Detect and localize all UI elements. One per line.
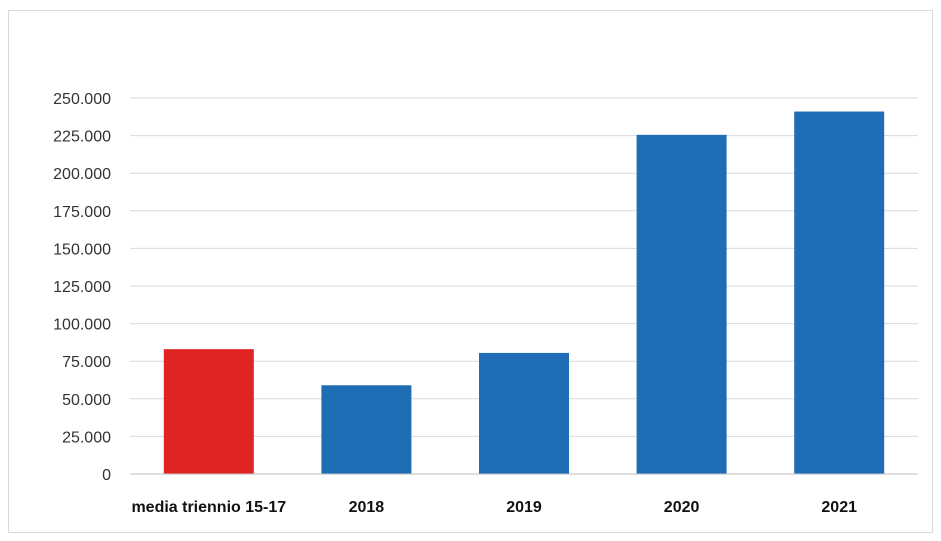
y-tick-label: 250.000 xyxy=(53,91,111,108)
y-tick-label: 0 xyxy=(102,467,111,484)
y-tick-label: 50.000 xyxy=(62,392,111,409)
x-category-label: 2018 xyxy=(349,499,385,516)
x-category-label: 2019 xyxy=(506,499,542,516)
y-tick-label: 200.000 xyxy=(53,166,111,183)
bars xyxy=(163,111,885,474)
y-tick-label: 25.000 xyxy=(62,429,111,446)
y-axis-tick-labels: 0 25.000 50.000 75.000 100.000 125.000 150.000… xyxy=(53,91,111,484)
y-tick-label: 75.000 xyxy=(62,354,111,371)
bar-2020 xyxy=(636,134,727,474)
bar-2019 xyxy=(479,352,569,474)
x-category-label: 2021 xyxy=(821,499,857,516)
gridlines xyxy=(130,97,918,437)
bar-2021 xyxy=(794,111,885,474)
bar-media-triennio xyxy=(163,349,254,474)
x-category-label: 2020 xyxy=(664,499,700,516)
chart-frame xyxy=(8,10,933,533)
bar-2018 xyxy=(321,385,412,474)
y-tick-label: 225.000 xyxy=(53,129,111,146)
x-axis-category-labels: media triennio 15-17 2018 2019 2020 2021 xyxy=(131,499,857,516)
y-tick-label: 150.000 xyxy=(53,241,111,258)
x-category-label: media triennio 15-17 xyxy=(131,499,286,516)
y-tick-label: 100.000 xyxy=(53,317,111,334)
y-tick-label: 125.000 xyxy=(53,279,111,296)
y-tick-label: 175.000 xyxy=(53,204,111,221)
